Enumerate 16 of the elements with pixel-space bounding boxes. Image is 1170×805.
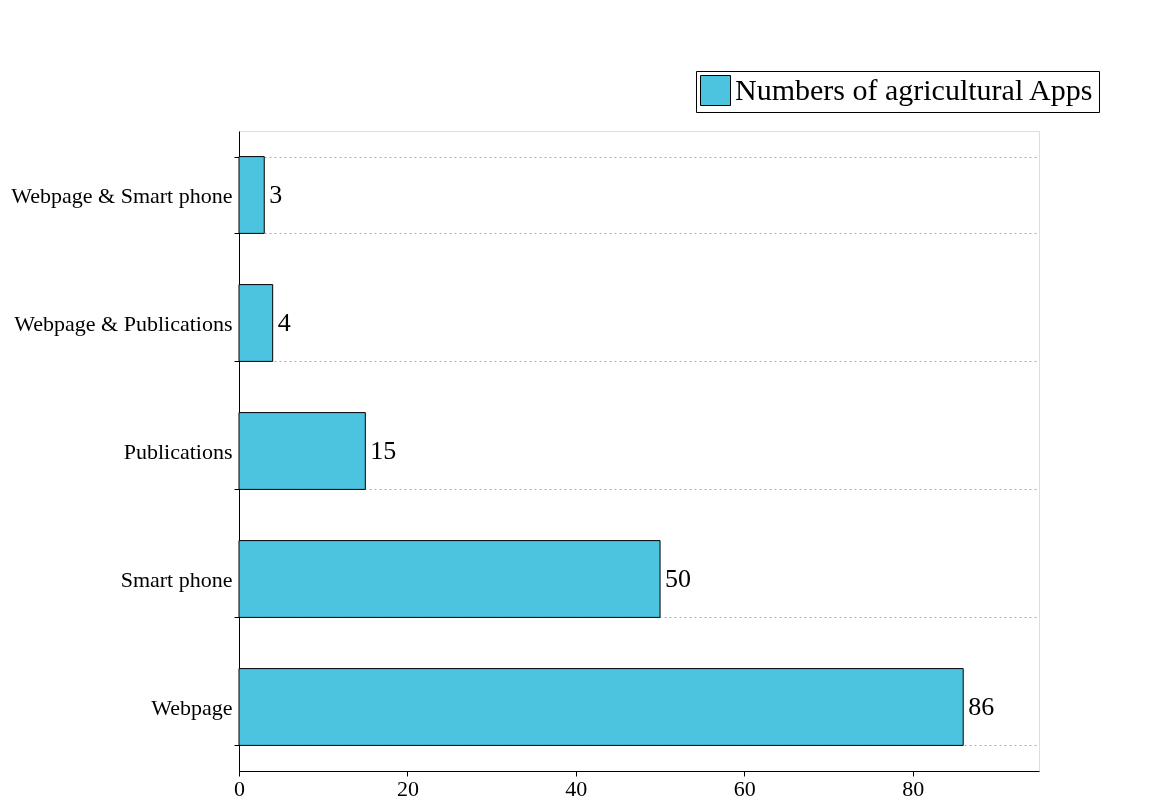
x-tick-label: 60 — [733, 775, 756, 801]
x-tick-label: 20 — [396, 775, 419, 801]
x-tick-label: 0 — [234, 775, 245, 801]
y-tick-label: Webpage & Smart phone — [11, 182, 233, 208]
data-label: 86 — [968, 692, 995, 721]
data-label: 15 — [370, 436, 397, 465]
x-tick-label: 80 — [902, 775, 925, 801]
y-tick-label: Webpage & Publications — [14, 310, 233, 336]
data-label: 50 — [665, 564, 692, 593]
y-tick-label: Smart phone — [120, 566, 233, 592]
data-label: 4 — [277, 308, 291, 337]
y-tick-label: Webpage — [151, 694, 233, 720]
legend-label: Numbers of agricultural Apps — [735, 72, 1093, 106]
data-label: 3 — [269, 180, 283, 209]
y-tick-label: Publications — [123, 438, 233, 464]
x-tick-label: 40 — [565, 775, 588, 801]
